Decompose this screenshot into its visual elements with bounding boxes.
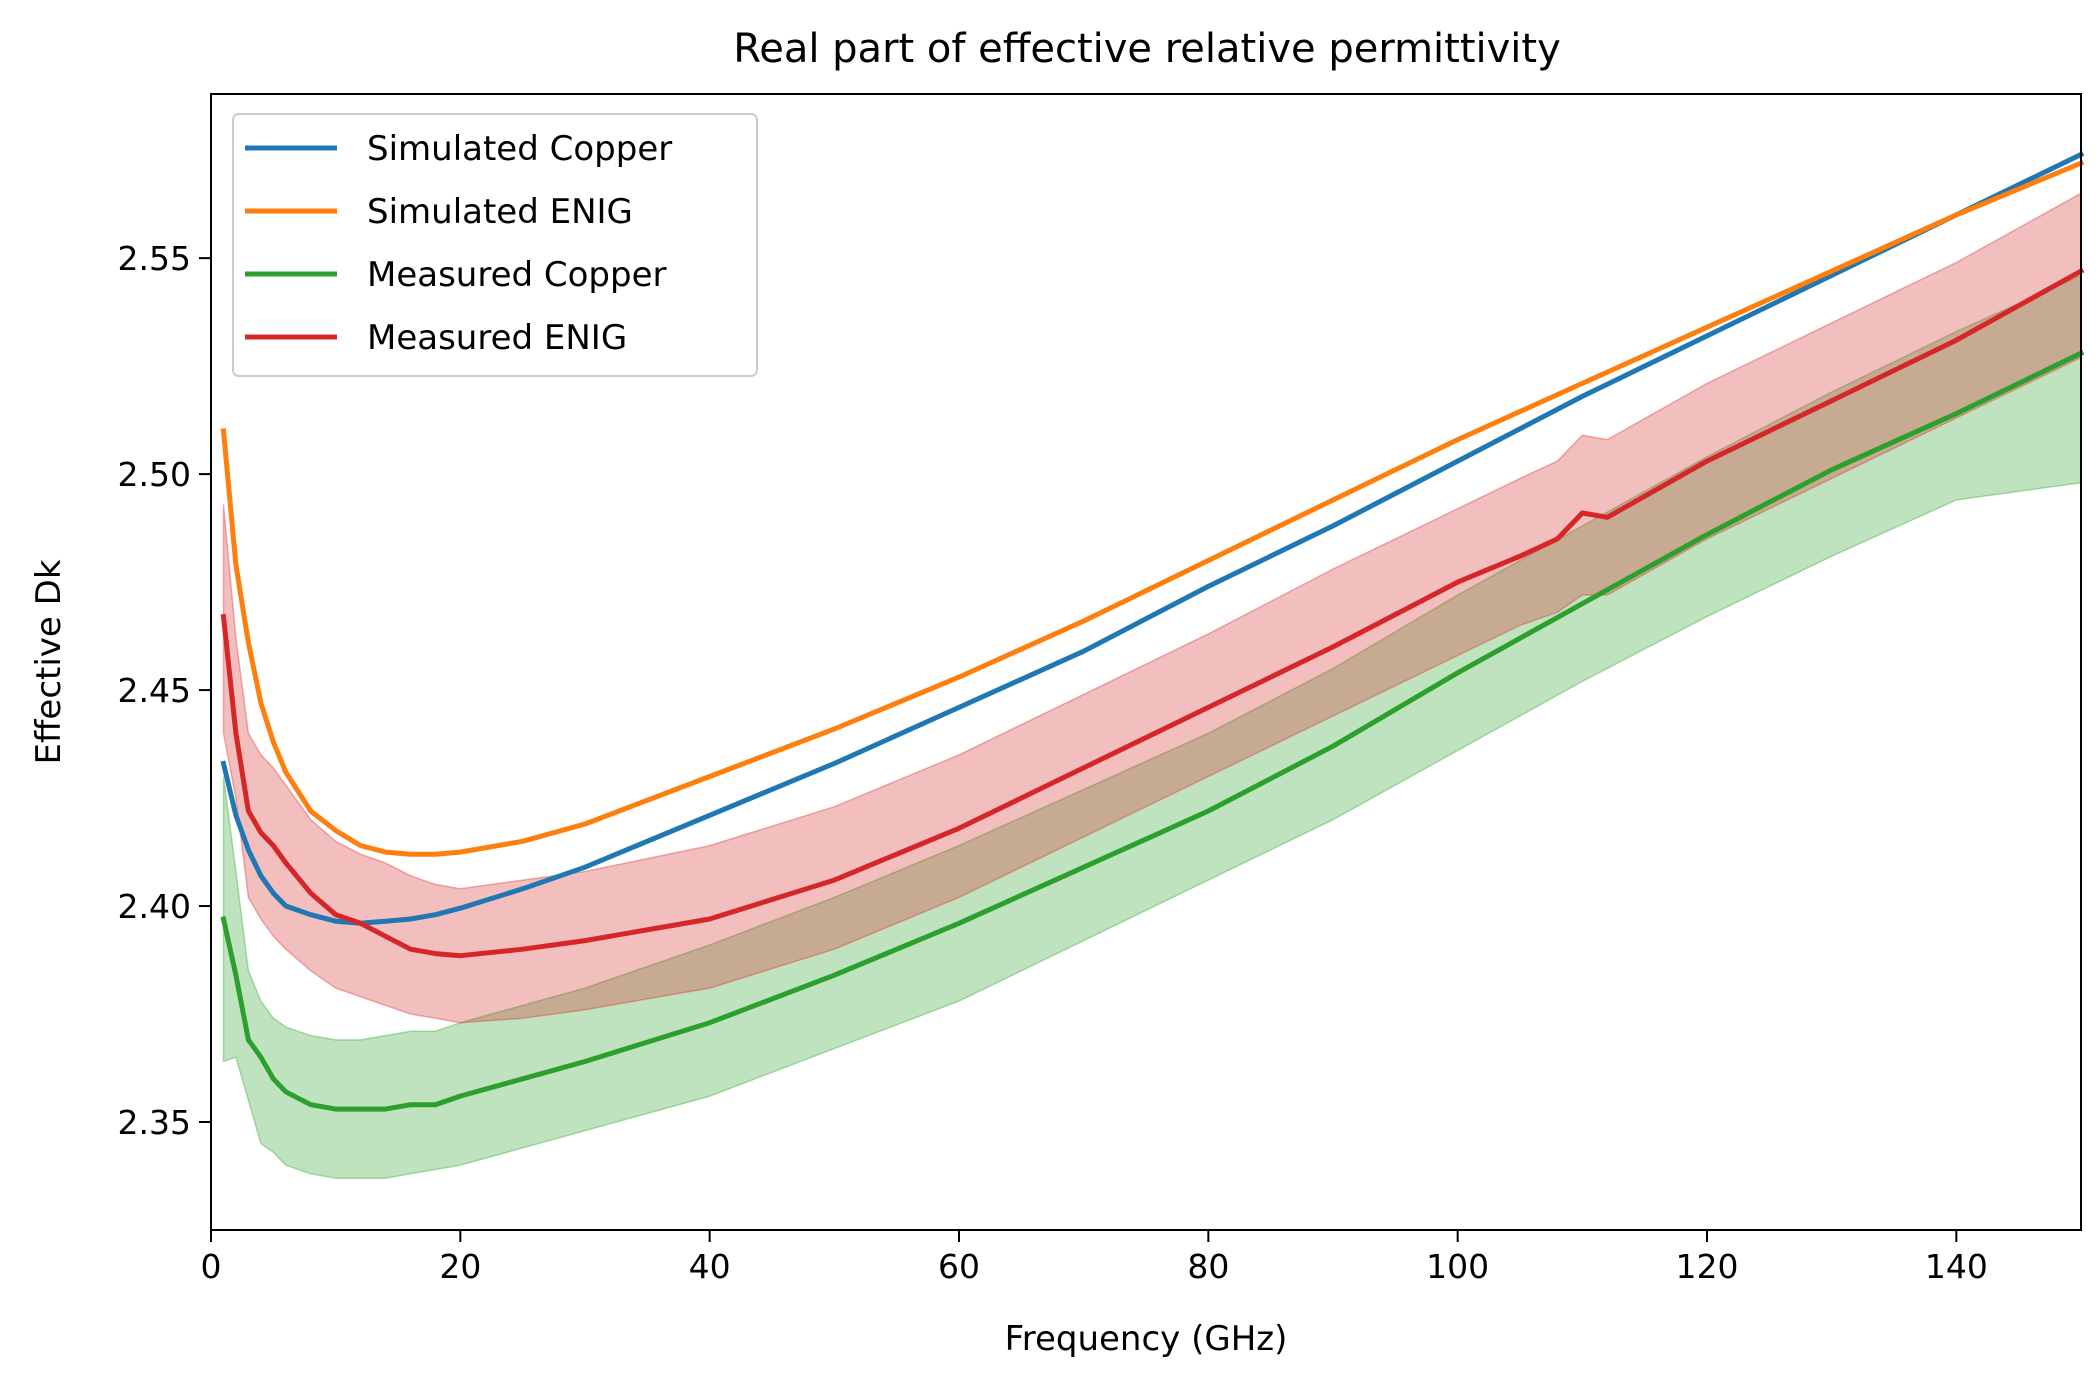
legend-label-simulated-copper: Simulated Copper — [367, 129, 672, 169]
line-measured-enig — [220, 267, 2085, 959]
y-tick-label: 2.50 — [118, 455, 191, 494]
x-tick-label: 140 — [1925, 1247, 1988, 1286]
plot-frame — [210, 93, 2082, 1231]
y-axis-label: Effective Dk — [29, 559, 69, 764]
line-measured-copper — [220, 349, 2085, 1112]
x-axis-label: Frequency (GHz) — [1005, 1319, 1288, 1359]
legend-label-measured-enig: Measured ENIG — [367, 318, 627, 358]
x-tick-label: 120 — [1676, 1247, 1739, 1286]
line-simulated-copper — [220, 151, 2085, 926]
x-tick-label: 20 — [439, 1247, 481, 1286]
y-axis-ticks: 2.35 2.40 2.45 2.50 2.55 — [118, 239, 211, 1142]
x-axis-ticks: 0 20 40 60 80 100 120 140 — [201, 1230, 1988, 1286]
x-tick-label: 100 — [1426, 1247, 1489, 1286]
x-tick-label: 60 — [938, 1247, 980, 1286]
y-tick-label: 2.35 — [118, 1103, 191, 1142]
y-tick-label: 2.40 — [118, 887, 191, 926]
chart-title: Real part of effective relative permitti… — [733, 26, 1561, 72]
y-tick-label: 2.55 — [118, 239, 191, 278]
legend: Simulated Copper Simulated ENIG Measured C… — [232, 113, 758, 377]
legend-box — [232, 113, 758, 377]
series-lines — [220, 151, 2085, 1112]
legend-items: Simulated Copper Simulated ENIG Measured C… — [245, 129, 672, 358]
y-tick-label: 2.45 — [118, 671, 191, 710]
x-tick-label: 0 — [201, 1247, 222, 1286]
legend-label-simulated-enig: Simulated ENIG — [367, 192, 633, 232]
legend-label-measured-copper: Measured Copper — [367, 255, 667, 295]
line-simulated-enig — [220, 159, 2085, 857]
x-tick-label: 80 — [1187, 1247, 1229, 1286]
x-tick-label: 40 — [689, 1247, 731, 1286]
